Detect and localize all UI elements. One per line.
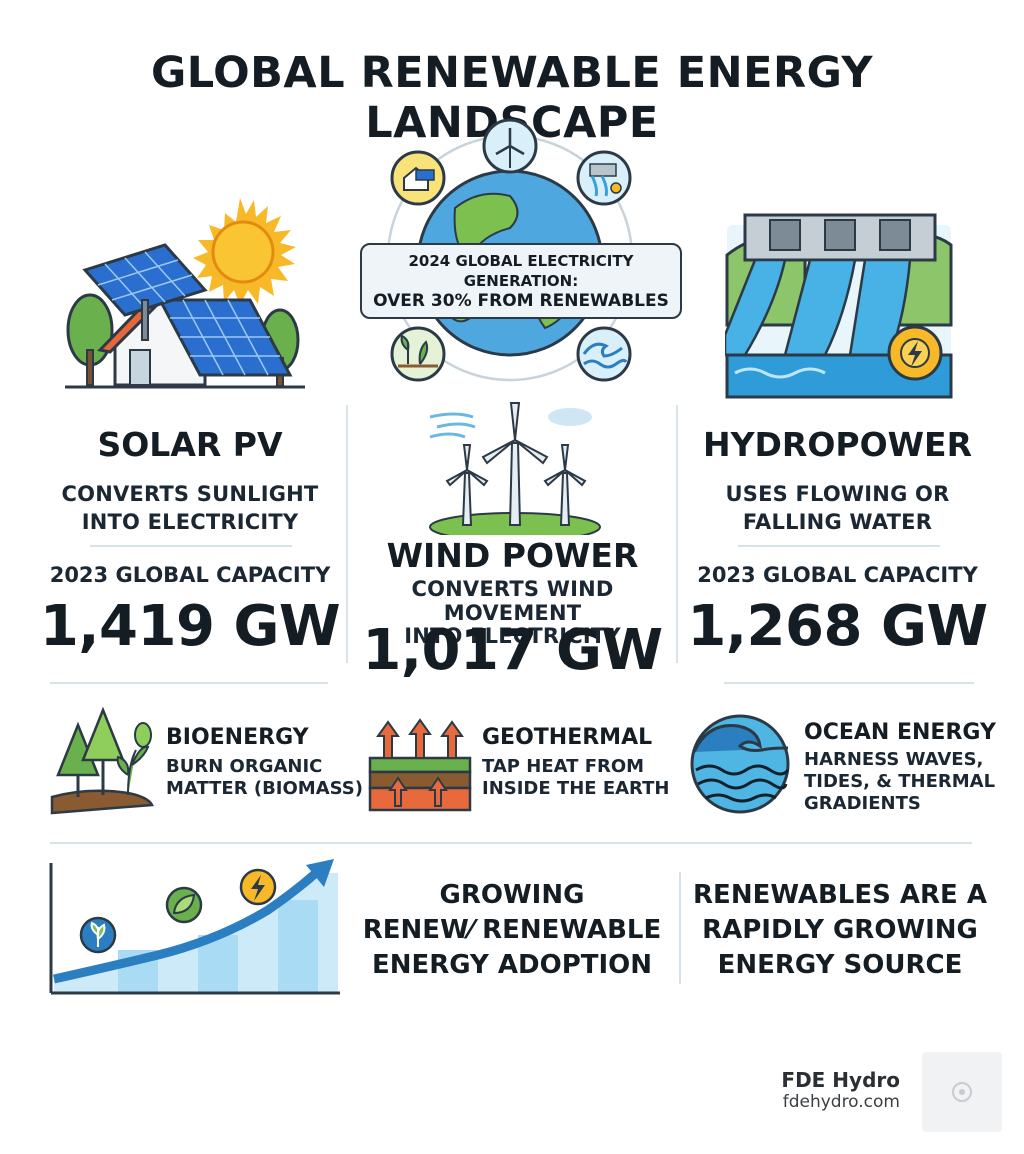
- ocean-desc-2: TIDES, & THERMAL: [804, 771, 996, 792]
- growth-chart-illustration: [48, 855, 348, 997]
- ocean-heading: OCEAN ENERGY: [804, 720, 996, 745]
- dam-illustration: [725, 205, 953, 400]
- growing-line-1: GROWING: [439, 880, 585, 910]
- plant-icon: [390, 326, 446, 382]
- hydro-bottom-rule: [724, 682, 974, 684]
- callout-line-1: 2024 GLOBAL ELECTRICITY GENERATION:: [408, 252, 634, 290]
- solar-section: SOLAR PV CONVERTS SUNLIGHT INTO ELECTRIC…: [30, 425, 350, 536]
- ocean-text: OCEAN ENERGY HARNESS WAVES, TIDES, & THE…: [804, 720, 996, 815]
- solar-capacity-label: 2023 GLOBAL CAPACITY: [49, 563, 331, 587]
- divider-bottom: [679, 872, 681, 984]
- hydro-capacity-value: 1,268 GW: [687, 594, 988, 659]
- solar-house-icon: [390, 150, 446, 206]
- divider-left: [346, 405, 348, 663]
- geo-desc-1: TAP HEAT FROM: [482, 756, 645, 777]
- ocean-wave-icon: [688, 712, 793, 817]
- geo-heading: GEOTHERMAL: [482, 725, 653, 750]
- solar-bottom-rule: [50, 682, 328, 684]
- hydro-desc-2: FALLING WATER: [742, 510, 933, 534]
- brand-logo: [922, 1052, 1002, 1132]
- middle-bottom-rule: [50, 842, 972, 844]
- bioenergy-text: BIOENERGY BURN ORGANIC MATTER (BIOMASS): [166, 725, 363, 800]
- solar-rule: [90, 545, 292, 547]
- ocean-desc-3: GRADIENTS: [804, 793, 921, 814]
- wind-desc-2: INTO ELECTRICITY: [404, 624, 621, 648]
- hydro-capacity-label: 2023 GLOBAL CAPACITY: [697, 563, 978, 587]
- ocean-desc-1: HARNESS WAVES,: [804, 749, 984, 770]
- turbine-bolt-icon: [887, 325, 943, 381]
- solar-desc-1: CONVERTS SUNLIGHT: [61, 482, 319, 506]
- hydro-section: HYDROPOWER USES FLOWING OR FALLING WATER: [680, 425, 995, 536]
- rapid-growth-text: RENEWABLES ARE A RAPIDLY GROWING ENERGY …: [690, 878, 990, 983]
- hydro-rule: [738, 545, 940, 547]
- solar-desc-2: INTO ELECTRICITY: [81, 510, 299, 534]
- bio-desc-1: BURN ORGANIC: [166, 756, 323, 777]
- sun-icon: [193, 198, 296, 305]
- solar-capacity-value: 1,419 GW: [39, 594, 341, 659]
- geothermal-icon: [368, 718, 473, 813]
- solar-house-illustration: [60, 190, 310, 405]
- growing-line-2: RENEW⁄ RENEWABLE: [362, 915, 662, 945]
- geothermal-text: GEOTHERMAL TAP HEAT FROM INSIDE THE EART…: [482, 725, 669, 800]
- wind-section: WIND POWER CONVERTS WIND MOVEMENT INTO E…: [350, 536, 675, 647]
- bio-desc-2: MATTER (BIOMASS): [166, 778, 363, 799]
- solar-heading: SOLAR PV: [97, 425, 283, 464]
- wind-capacity-value: 1,017 GW: [362, 618, 663, 683]
- wind-heading: WIND POWER: [386, 536, 639, 575]
- growing-line-3: ENERGY ADOPTION: [371, 950, 653, 980]
- brand-block: FDE Hydro fdehydro.com: [700, 1068, 900, 1112]
- brand-url[interactable]: fdehydro.com: [782, 1092, 900, 1112]
- wind-turbine-icon: [482, 118, 538, 174]
- dam-icon: [576, 150, 632, 206]
- wind-turbines-illustration: [425, 395, 605, 535]
- divider-right: [676, 405, 678, 663]
- hydro-desc-1: USES FLOWING OR: [725, 482, 950, 506]
- rapid-line-1: RENEWABLES ARE A: [693, 880, 987, 910]
- rapid-line-3: ENERGY SOURCE: [717, 950, 963, 980]
- wind-desc-1: CONVERTS WIND MOVEMENT: [411, 577, 614, 625]
- bolt-icon: [239, 868, 277, 906]
- generation-callout: 2024 GLOBAL ELECTRICITY GENERATION: OVER…: [360, 243, 682, 319]
- geo-desc-2: INSIDE THE EARTH: [482, 778, 670, 799]
- bioenergy-icon: [48, 705, 158, 815]
- bio-heading: BIOENERGY: [166, 725, 309, 750]
- callout-line-2: OVER 30% FROM RENEWABLES: [373, 291, 669, 311]
- hydro-heading: HYDROPOWER: [703, 425, 972, 464]
- leaf-icon-2: [165, 886, 203, 924]
- rapid-line-2: RAPIDLY GROWING: [702, 915, 978, 945]
- brand-name: FDE Hydro: [781, 1068, 900, 1092]
- leaf-icon: [79, 916, 117, 954]
- wave-icon: [576, 326, 632, 382]
- growing-adoption-text: GROWING RENEW⁄ RENEWABLE ENERGY ADOPTION: [362, 878, 662, 983]
